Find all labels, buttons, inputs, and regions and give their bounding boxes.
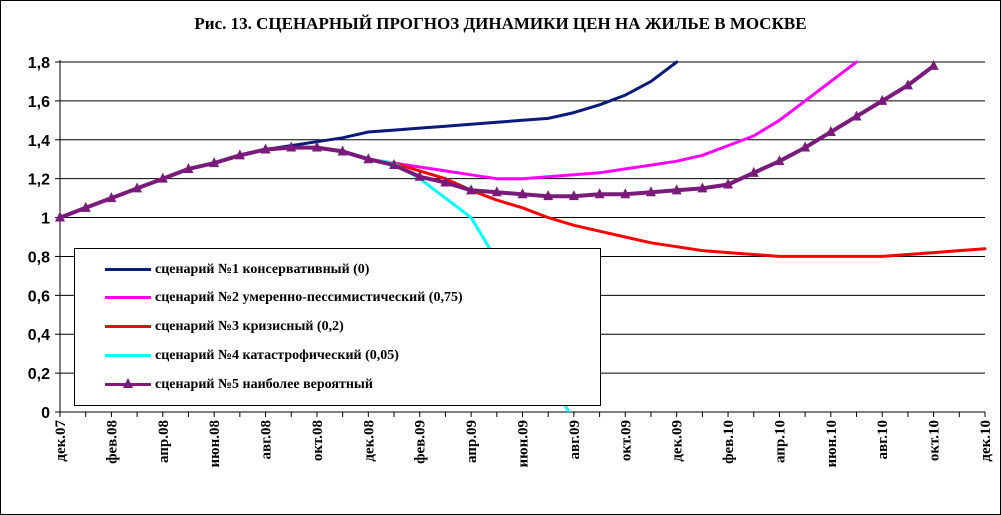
y-tick-label: 0,6	[28, 288, 50, 305]
y-tick-label: 0,4	[28, 327, 50, 344]
axes	[55, 60, 986, 417]
legend-swatch-3	[105, 316, 151, 338]
series-marker	[877, 94, 888, 105]
x-tick-label: фев.09	[413, 420, 429, 464]
x-tick-label: июн.10	[824, 420, 840, 468]
y-tick-label: 1,8	[28, 55, 50, 72]
y-tick-label: 1,2	[28, 172, 50, 189]
series-marker	[106, 192, 117, 203]
series-marker	[491, 186, 502, 197]
series-marker	[851, 110, 862, 121]
y-tick-label: 1,4	[28, 133, 50, 150]
series-marker	[645, 186, 656, 197]
legend-label-4: сценарий №4 катастрофический (0,05)	[155, 348, 399, 363]
series-marker	[80, 201, 91, 212]
y-tick-label: 1	[41, 211, 50, 228]
series-marker	[594, 188, 605, 199]
x-tick-label: окт.08	[310, 420, 326, 461]
legend-item-5: сценарий №5 наиболее вероятный	[105, 374, 373, 396]
series-marker	[132, 182, 143, 193]
series-marker	[774, 155, 785, 166]
series-marker	[697, 182, 708, 193]
y-tick-label: 0,8	[28, 249, 50, 266]
series-marker	[209, 157, 220, 168]
series-marker	[55, 211, 65, 222]
series-marker	[363, 153, 374, 164]
x-tick-label: окт.09	[618, 420, 634, 461]
legend-item-2: сценарий №2 умеренно-пессимистический (0…	[105, 287, 463, 309]
series-marker	[337, 145, 348, 156]
x-tick-label: фев.10	[721, 420, 737, 464]
series-marker	[286, 141, 297, 152]
chart-title: Рис. 13. СЦЕНАРНЫЙ ПРОГНОЗ ДИНАМИКИ ЦЕН …	[194, 14, 807, 33]
series-marker	[517, 188, 528, 199]
series-marker	[183, 162, 194, 173]
series-marker	[440, 176, 451, 187]
x-tick-label: авг.08	[259, 420, 275, 459]
legend-swatch-5	[105, 374, 151, 396]
series-marker	[748, 166, 759, 177]
series-marker	[825, 126, 836, 136]
x-tick-label: дек.09	[670, 420, 686, 462]
legend-label-3: сценарий №3 кризисный (0,2)	[155, 319, 344, 334]
legend-item-3: сценарий №3 кризисный (0,2)	[105, 316, 344, 338]
series-marker	[543, 190, 554, 201]
legend-item-1: сценарий №1 консервативный (0)	[105, 259, 369, 281]
series-marker	[723, 178, 734, 189]
y-tick-label: 1,6	[28, 94, 50, 111]
series-marker	[928, 59, 939, 70]
x-tick-label: апр.10	[772, 420, 788, 463]
x-tick-label: дек.08	[361, 420, 377, 462]
series-marker	[902, 79, 913, 90]
series-marker	[260, 143, 271, 154]
x-tick-label: июн.09	[516, 420, 532, 468]
series-marker	[311, 141, 322, 152]
series-marker	[671, 184, 682, 195]
x-tick-label: июн.08	[207, 420, 223, 468]
y-tick-label: 0,2	[28, 366, 50, 383]
series-marker	[389, 159, 400, 170]
x-axis-ticks: дек.07 фев.08 апр.08 июн.08 авг.08 окт.08 дек.…	[53, 420, 994, 468]
series-marker	[466, 184, 477, 195]
x-tick-label: апр.08	[156, 420, 172, 463]
series-marker	[620, 188, 631, 199]
legend-swatch-2	[105, 287, 151, 309]
x-tick-label: авг.09	[567, 420, 583, 459]
x-tick-label: дек.10	[978, 420, 994, 462]
legend-item-4: сценарий №4 катастрофический (0,05)	[105, 345, 399, 367]
series-lines	[55, 59, 987, 412]
series-marker	[157, 172, 168, 183]
x-tick-label: дек.07	[53, 420, 69, 462]
legend-swatch-1	[105, 259, 151, 281]
legend-label-1: сценарий №1 консервативный (0)	[155, 262, 370, 277]
x-tick-label: окт.10	[927, 420, 943, 461]
y-tick-label: 0	[41, 405, 50, 422]
x-tick-label: фев.08	[104, 420, 120, 464]
x-tick-label: авг.10	[875, 420, 891, 459]
legend-label-5: сценарий №5 наиболее вероятный	[155, 377, 373, 392]
y-axis-ticks: 0 0,2 0,4 0,6 0,8 1 1,2 1,4 1,6 1,8	[28, 55, 50, 422]
series-marker	[414, 170, 425, 181]
legend: сценарий №1 консервативный (0) сценарий …	[74, 248, 601, 406]
series-marker	[800, 141, 811, 152]
series-marker	[234, 149, 245, 160]
series-marker	[568, 190, 579, 201]
legend-swatch-4	[105, 345, 151, 367]
x-tick-label: апр.09	[464, 420, 480, 463]
series-line-3	[60, 146, 987, 258]
legend-label-2: сценарий №2 умеренно-пессимистический (0…	[155, 290, 463, 305]
